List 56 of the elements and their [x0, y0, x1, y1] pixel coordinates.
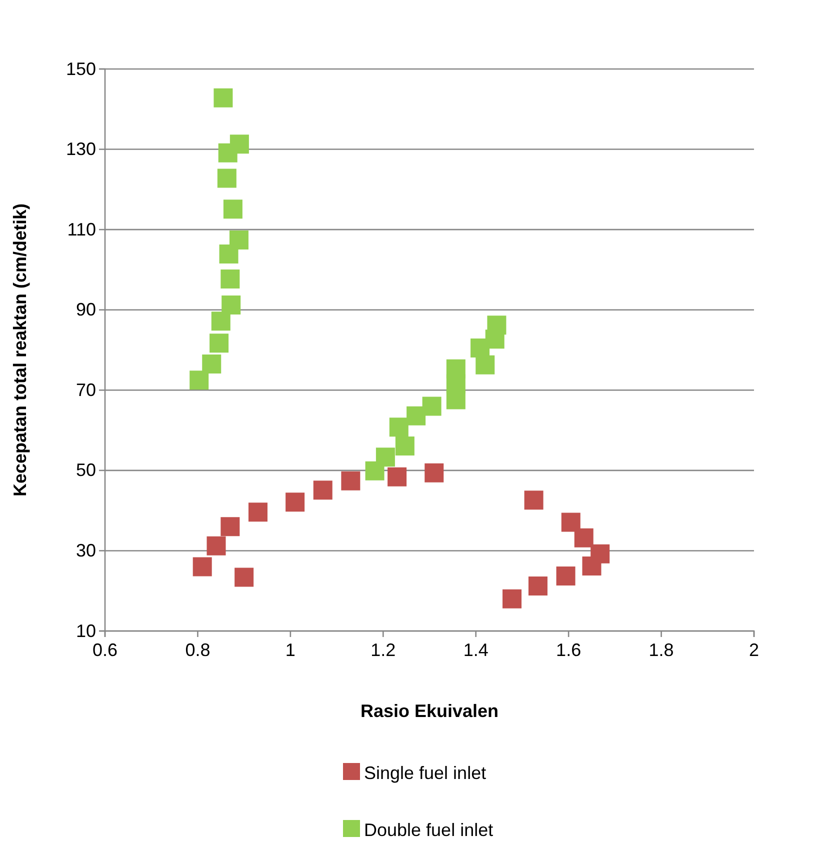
- point: [389, 418, 408, 437]
- x-tick-label: 1.8: [648, 640, 674, 660]
- point: [286, 492, 305, 512]
- x-tick-label: 0.6: [92, 640, 118, 660]
- point: [192, 557, 212, 576]
- point: [220, 269, 240, 288]
- point: [476, 355, 495, 374]
- point: [223, 200, 242, 219]
- point: [313, 480, 332, 500]
- point: [422, 396, 442, 416]
- y-tick-label: 10: [76, 620, 96, 641]
- point: [206, 536, 226, 556]
- point: [556, 566, 576, 586]
- legend-label: Double fuel inlet: [364, 820, 494, 840]
- point: [502, 589, 522, 608]
- point: [214, 88, 233, 108]
- y-tick-label: 30: [76, 540, 96, 560]
- y-tick-label: 130: [66, 139, 96, 160]
- point: [220, 517, 240, 536]
- point: [446, 390, 466, 410]
- point: [222, 296, 241, 315]
- y-tick-label: 90: [76, 300, 96, 320]
- y-tick-label: 150: [66, 58, 96, 79]
- point: [406, 406, 426, 426]
- point: [210, 334, 229, 353]
- x-tick-label: 1.2: [370, 640, 396, 660]
- legend-label: Single fuel inlet: [364, 763, 486, 783]
- y-tick-label: 110: [67, 219, 96, 240]
- point: [395, 436, 414, 456]
- point: [202, 354, 222, 374]
- point: [219, 244, 238, 264]
- point: [190, 370, 209, 390]
- x-tick-label: 0.8: [185, 640, 210, 660]
- y-tick-label: 50: [76, 460, 96, 480]
- x-tick-label: 1: [285, 640, 296, 660]
- y-tick-label: 70: [76, 380, 96, 400]
- point: [376, 448, 395, 467]
- point: [524, 490, 544, 510]
- point: [234, 568, 254, 587]
- y-axis-title: Kecepatan total reaktan (cm/detik): [10, 203, 30, 497]
- point: [424, 463, 444, 482]
- point: [341, 471, 360, 490]
- x-tick-label: 1.6: [556, 640, 582, 660]
- point: [487, 316, 506, 335]
- point: [574, 528, 594, 548]
- point: [388, 467, 407, 486]
- point: [217, 168, 236, 188]
- x-tick-label: 1.4: [463, 640, 488, 660]
- point: [582, 556, 602, 576]
- x-axis-title: Rasio Ekuivalen: [360, 701, 499, 721]
- point: [528, 576, 548, 596]
- point: [561, 512, 580, 532]
- x-tick-label: 2: [748, 640, 760, 660]
- point: [218, 143, 238, 162]
- point: [248, 502, 268, 522]
- point: [211, 312, 230, 331]
